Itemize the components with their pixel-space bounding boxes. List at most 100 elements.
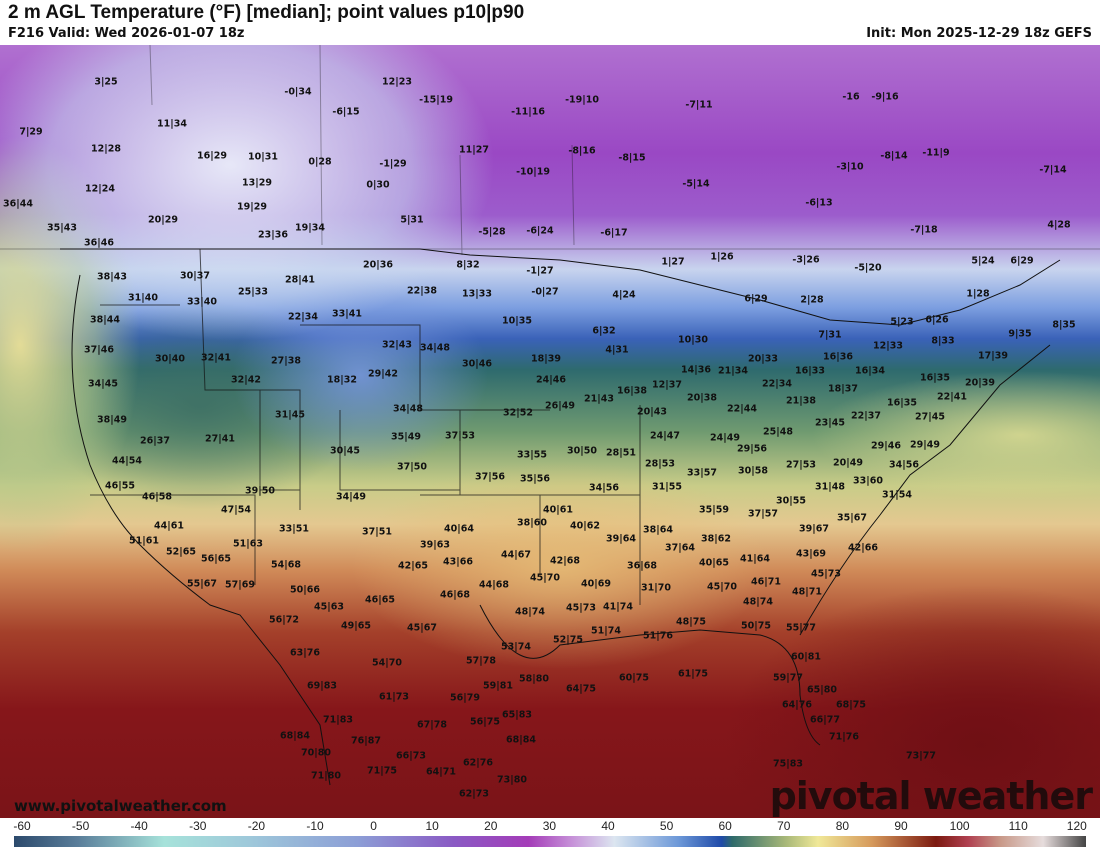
point-value-label: 45|70 <box>530 572 560 584</box>
point-value-label: 34|48 <box>420 342 450 354</box>
point-value-label: 70|80 <box>301 747 331 759</box>
point-value-label: 28|41 <box>285 274 315 286</box>
temperature-colorbar <box>14 836 1086 847</box>
point-value-label: -15|19 <box>419 94 453 106</box>
point-value-label: 16|34 <box>855 365 885 377</box>
point-value-label: 27|38 <box>271 355 301 367</box>
point-value-label: 5|24 <box>971 255 995 267</box>
point-value-label: 44|68 <box>479 579 509 591</box>
point-value-label: 38|60 <box>517 517 547 529</box>
point-value-label: 52|75 <box>553 634 583 646</box>
point-value-label: 34|49 <box>336 491 366 503</box>
point-value-label: 27|41 <box>205 433 235 445</box>
point-value-label: 5|23 <box>890 316 914 328</box>
point-value-label: 6|29 <box>744 293 768 305</box>
point-value-label: 43|69 <box>796 548 826 560</box>
point-value-label: 20|49 <box>833 457 863 469</box>
point-value-label: 33|60 <box>853 475 883 487</box>
point-value-label: -8|16 <box>568 145 596 157</box>
point-value-label: 30|37 <box>180 270 210 282</box>
point-value-label: 38|44 <box>90 314 120 326</box>
point-value-label: 66|73 <box>396 750 426 762</box>
point-value-label: 51|76 <box>643 630 673 642</box>
point-value-label: 33|51 <box>279 523 309 535</box>
point-value-label: 22|37 <box>851 410 881 422</box>
point-value-label: 68|84 <box>280 730 310 742</box>
point-value-label: -1|27 <box>526 265 554 277</box>
colorbar-tick: -40 <box>130 819 148 833</box>
point-value-label: 32|43 <box>382 339 412 351</box>
point-value-label: 16|35 <box>887 397 917 409</box>
point-value-label: -19|10 <box>565 94 599 106</box>
point-value-label: 42|65 <box>398 560 428 572</box>
colorbar-tick: 90 <box>894 819 908 833</box>
init-time: Init: Mon 2025-12-29 18z GEFS <box>866 26 1092 41</box>
point-value-label: -6|13 <box>805 197 833 209</box>
point-value-label: 37|64 <box>665 542 695 554</box>
point-value-label: -5|28 <box>478 226 506 238</box>
point-value-label: 20|43 <box>637 406 667 418</box>
point-value-label: 51|74 <box>591 625 621 637</box>
point-value-label: 22|38 <box>407 285 437 297</box>
point-value-label: 24|47 <box>650 430 680 442</box>
point-value-label: 45|73 <box>811 568 841 580</box>
point-value-label: 0|30 <box>366 179 390 191</box>
colorbar-tick: -10 <box>306 819 324 833</box>
point-value-label: 8|32 <box>456 259 480 271</box>
colorbar-tick: -20 <box>247 819 266 833</box>
point-value-label: 40|62 <box>570 520 600 532</box>
point-value-label: 55|67 <box>187 578 217 590</box>
point-value-label: 20|39 <box>965 377 995 389</box>
point-value-label: 40|69 <box>581 578 611 590</box>
point-value-label: 75|83 <box>773 758 803 770</box>
point-value-label: 35|56 <box>520 473 550 485</box>
point-value-label: 66|77 <box>810 714 840 726</box>
point-value-label: 12|24 <box>85 183 115 195</box>
point-value-label: 29|49 <box>910 439 940 451</box>
point-value-label: 12|28 <box>91 143 121 155</box>
point-value-label: 62|73 <box>459 788 489 800</box>
colorbar-tick: 70 <box>777 819 791 833</box>
point-value-label: 6|32 <box>592 325 616 337</box>
point-value-label: -10|19 <box>516 166 550 178</box>
point-value-label: 62|76 <box>463 757 493 769</box>
point-value-label: -6|24 <box>526 225 554 237</box>
point-value-label: 37|51 <box>362 526 392 538</box>
point-value-label: 34|56 <box>589 482 619 494</box>
point-value-label: 41|74 <box>603 601 633 613</box>
temperature-map: 3|25 7|29 11|34 12|28 16|29 10|31 0|28 -1|29 12|… <box>0 45 1100 818</box>
point-value-label: 20|33 <box>748 353 778 365</box>
point-value-label: 54|70 <box>372 657 402 669</box>
point-value-label: 23|45 <box>815 417 845 429</box>
point-value-label: 38|49 <box>97 414 127 426</box>
valid-time: F216 Valid: Wed 2026-01-07 18z <box>8 26 245 41</box>
point-value-label: 76|87 <box>351 735 381 747</box>
point-value-label: 60|81 <box>791 651 821 663</box>
point-value-label: 45|63 <box>314 601 344 613</box>
point-value-label: 20|29 <box>148 214 178 226</box>
point-value-label: 42|66 <box>848 542 878 554</box>
point-value-label: 51|61 <box>129 535 159 547</box>
point-value-label: 50|75 <box>741 620 771 632</box>
point-value-label: 44|54 <box>112 455 142 467</box>
point-value-label: 16|29 <box>197 150 227 162</box>
point-value-label: 56|75 <box>470 716 500 728</box>
point-value-label: 27|45 <box>915 411 945 423</box>
point-value-label: 18|32 <box>327 374 357 386</box>
point-value-label: 30|46 <box>462 358 492 370</box>
point-value-label: 5|31 <box>400 214 424 226</box>
point-value-label: 22|44 <box>727 403 757 415</box>
point-value-label: 39|50 <box>245 485 275 497</box>
point-value-label: -3|10 <box>836 161 864 173</box>
point-value-label: 43|66 <box>443 556 473 568</box>
point-value-label: 34|48 <box>393 403 423 415</box>
colorbar-tick: 40 <box>601 819 615 833</box>
point-value-label: -7|18 <box>910 224 938 236</box>
point-value-label: 36|46 <box>84 237 114 249</box>
point-value-label: -16 <box>842 91 860 103</box>
point-value-label: 30|55 <box>776 495 806 507</box>
point-value-label: 35|67 <box>837 512 867 524</box>
colorbar-tick: 0 <box>370 819 377 833</box>
point-value-label: 61|73 <box>379 691 409 703</box>
point-value-label: 29|46 <box>871 440 901 452</box>
